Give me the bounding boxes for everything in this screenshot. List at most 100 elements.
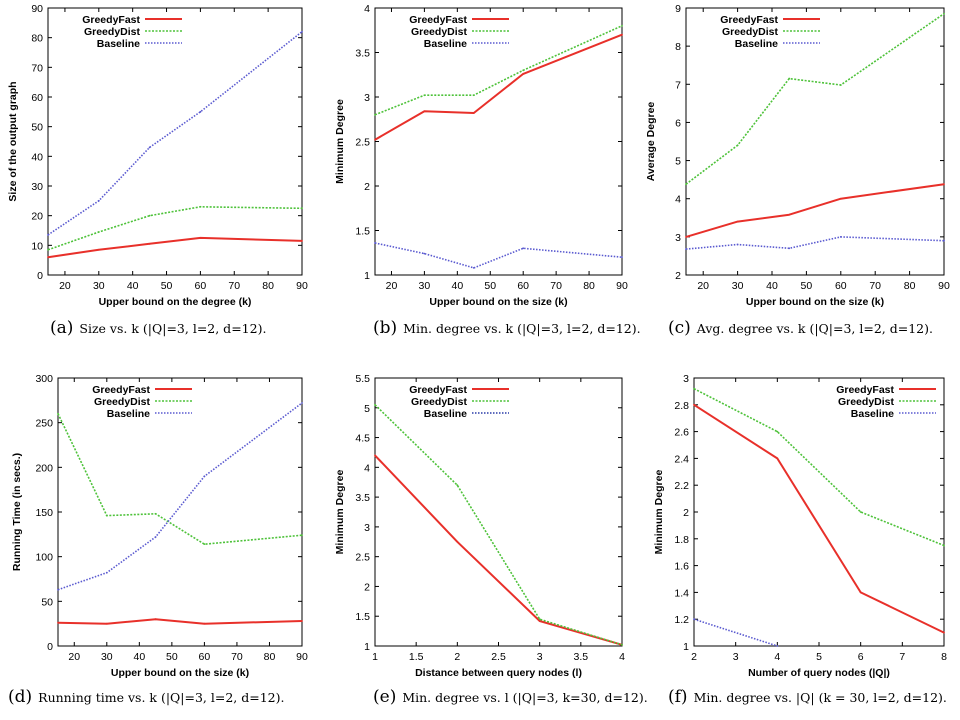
series-line-baseline xyxy=(693,618,778,647)
series-line-greedyfast xyxy=(693,403,945,634)
x-tick-label: 70 xyxy=(550,280,562,292)
data-point xyxy=(693,387,695,390)
data-point xyxy=(203,543,206,546)
series-line-greedydist xyxy=(685,13,945,185)
y-tick-label: 4.5 xyxy=(355,433,370,445)
y-tick-label: 7 xyxy=(675,79,681,91)
data-point xyxy=(57,588,59,591)
data-point xyxy=(301,402,303,404)
data-point xyxy=(199,237,202,239)
legend-label-greedyfast: GreedyFast xyxy=(836,384,894,396)
data-point xyxy=(423,94,426,97)
caption: (b) Min. degree vs. k (|Q|=3, l=2, d=12). xyxy=(373,318,641,338)
caption: (f) Min. degree vs. |Q| (k = 30, l=2, d=1… xyxy=(668,687,947,707)
data-point xyxy=(472,266,475,269)
y-tick-label: 1.5 xyxy=(355,611,370,623)
y-tick-label: 2.6 xyxy=(674,427,689,439)
y-tick-label: 0 xyxy=(37,270,43,282)
x-tick-label: 80 xyxy=(904,280,916,292)
caption-text: Min. degree vs. |Q| (k = 30, l=2, d=12). xyxy=(694,690,947,705)
y-tick-label: 250 xyxy=(35,418,53,430)
y-tick-label: 90 xyxy=(31,3,43,15)
data-point xyxy=(105,622,108,625)
data-point xyxy=(788,213,791,216)
y-tick-label: 9 xyxy=(675,3,681,15)
data-point xyxy=(57,621,59,624)
data-point xyxy=(693,618,695,621)
x-tick-label: 90 xyxy=(938,280,950,292)
data-point xyxy=(839,84,842,86)
legend-label-baseline: Baseline xyxy=(97,38,140,50)
y-tick-label: 4 xyxy=(675,194,681,206)
chart-panel-1: 20 30 40 50 60 70 80 90 0 10 20 30 40 50 60 70 80 90 Upper… xyxy=(7,3,308,338)
x-tick-label: 90 xyxy=(296,280,308,292)
x-axis-label: Upper bound on the size (k) xyxy=(111,667,249,679)
series-line-greedyfast xyxy=(685,183,945,238)
data-point xyxy=(105,514,108,517)
x-tick-label: 40 xyxy=(127,280,139,292)
x-tick-label: 1.5 xyxy=(409,651,424,663)
x-tick-label: 90 xyxy=(616,280,628,292)
series-line-greedydist xyxy=(374,25,623,116)
data-point xyxy=(97,231,100,233)
y-tick-label: 6 xyxy=(675,117,681,129)
y-tick-label: 2.2 xyxy=(674,480,689,492)
data-point xyxy=(736,243,739,246)
x-tick-label: 80 xyxy=(583,280,595,292)
legend-label-greedyfast: GreedyFast xyxy=(92,384,150,396)
data-point xyxy=(301,207,303,210)
x-tick-label: 20 xyxy=(59,280,71,292)
data-point xyxy=(621,256,623,259)
data-point xyxy=(57,412,59,415)
y-tick-label: 5 xyxy=(675,156,681,168)
data-point xyxy=(621,24,623,27)
x-tick-label: 70 xyxy=(231,651,243,663)
data-point xyxy=(301,30,303,33)
x-tick-label: 80 xyxy=(262,280,274,292)
y-tick-label: 1 xyxy=(683,641,689,653)
y-axis-label: Average Degree xyxy=(645,102,657,182)
data-point xyxy=(943,12,945,15)
data-point xyxy=(943,631,945,634)
data-point xyxy=(374,113,376,116)
data-point xyxy=(776,430,779,433)
y-axis-label: Size of the output graph xyxy=(7,81,19,201)
data-point xyxy=(522,72,525,75)
x-tick-label: 6 xyxy=(858,651,864,663)
legend-label-baseline: Baseline xyxy=(851,408,894,420)
data-point xyxy=(685,183,687,186)
x-tick-label: 50 xyxy=(801,280,813,292)
y-tick-label: 60 xyxy=(31,92,43,104)
caption: (c) Avg. degree vs. k (|Q|=3, l=2, d=12). xyxy=(668,318,933,338)
plot-frame xyxy=(57,377,303,647)
x-tick-label: 20 xyxy=(68,651,80,663)
data-point xyxy=(472,112,475,114)
legend-label-greedyfast: GreedyFast xyxy=(720,14,778,26)
y-tick-label: 2.8 xyxy=(674,400,689,412)
caption-label: (a) xyxy=(50,318,73,338)
y-tick-label: 150 xyxy=(35,507,53,519)
data-point xyxy=(47,234,49,236)
y-axis-label: Running Time (in secs.) xyxy=(11,453,23,571)
y-tick-label: 1.2 xyxy=(674,614,689,626)
x-tick-label: 8 xyxy=(941,651,947,663)
plot-frame xyxy=(693,377,945,647)
data-point xyxy=(788,77,791,80)
y-tick-label: 5.5 xyxy=(355,373,370,385)
caption-label: (c) xyxy=(668,318,691,338)
legend-label-baseline: Baseline xyxy=(107,408,150,420)
legend-label-greedyfast: GreedyFast xyxy=(409,14,467,26)
data-point xyxy=(47,256,49,259)
x-tick-label: 50 xyxy=(161,280,173,292)
y-tick-label: 50 xyxy=(31,122,43,134)
y-tick-label: 70 xyxy=(31,62,43,74)
data-point xyxy=(148,242,151,245)
x-tick-label: 60 xyxy=(835,280,847,292)
x-tick-label: 2 xyxy=(691,651,697,663)
data-point xyxy=(859,511,862,513)
data-point xyxy=(776,645,779,647)
data-point xyxy=(839,235,842,238)
x-tick-label: 3.5 xyxy=(574,651,589,663)
data-point xyxy=(943,183,945,186)
legend-label-baseline: Baseline xyxy=(735,38,778,50)
